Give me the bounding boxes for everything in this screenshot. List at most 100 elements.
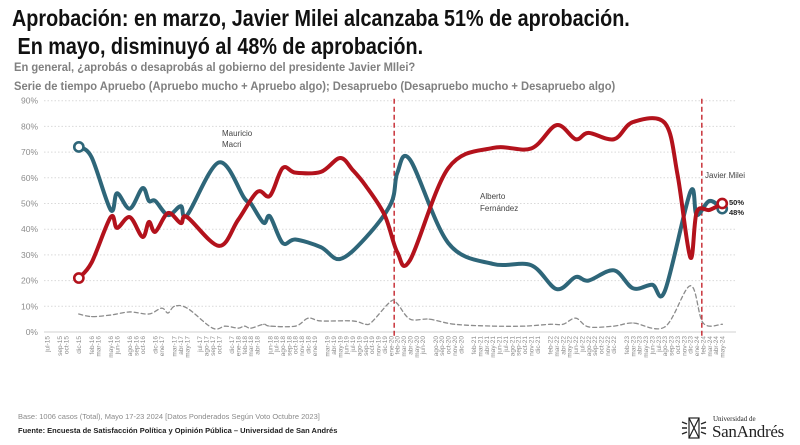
- data-point-approve: [529, 263, 533, 267]
- data-point-undecided: [524, 325, 526, 327]
- data-point-approve: [261, 221, 266, 225]
- x-tick-label: abr-17: [178, 336, 185, 355]
- x-tick-label: sep-21: [516, 336, 523, 356]
- data-point-disapprove: [363, 183, 368, 188]
- x-tick-label: ago-18: [280, 336, 287, 357]
- x-tick-label: ago-22: [586, 336, 593, 357]
- data-point-approve: [663, 289, 667, 293]
- x-tick-label: dic-20: [458, 336, 465, 354]
- data-point-approve: [140, 186, 145, 190]
- x-tick-label: feb-18: [242, 336, 249, 355]
- x-tick-label: sep-20: [439, 336, 446, 356]
- x-tick-label: abr-18: [255, 336, 262, 355]
- data-point-disapprove: [268, 194, 272, 198]
- data-point-approve: [217, 160, 221, 164]
- chart-title-line-2: En mayo, disminuyó al 48% de aprobación.: [12, 33, 424, 59]
- data-point-undecided: [237, 327, 239, 329]
- data-point-undecided: [307, 317, 309, 319]
- data-point-undecided: [549, 323, 551, 325]
- data-point-undecided: [492, 325, 494, 327]
- data-point-undecided: [428, 318, 430, 320]
- data-point-undecided: [110, 314, 112, 316]
- x-tick-label: sep-23: [669, 336, 676, 356]
- series-approve: [72, 141, 729, 299]
- data-point-approve: [631, 286, 635, 290]
- data-point-approve: [408, 158, 412, 162]
- end-label-disapprove: 50%: [729, 198, 744, 207]
- x-tick-label: sep-22: [592, 336, 599, 356]
- data-point-approve: [319, 245, 323, 249]
- x-tick-label: ago-16: [127, 336, 134, 357]
- data-point-approve: [242, 196, 247, 200]
- x-tick-label: ene-19: [312, 336, 319, 357]
- x-tick-label: jun-21: [497, 336, 504, 355]
- x-tick-label: ene-18: [235, 336, 242, 357]
- x-tick-label: jul-23: [656, 336, 663, 353]
- data-point-disapprove: [153, 230, 157, 234]
- data-point-disapprove: [446, 166, 450, 170]
- x-tick-label: sep-18: [286, 336, 293, 356]
- data-point-undecided: [587, 326, 590, 328]
- footnote-base: Base: 1006 casos (Total), Mayo 17-23 202…: [18, 412, 320, 421]
- y-tick-label: 40%: [21, 224, 38, 234]
- data-point-undecided: [294, 325, 297, 327]
- y-tick-label: 80%: [21, 121, 38, 131]
- x-tick-label: feb-20: [395, 336, 402, 355]
- data-point-approve: [395, 171, 399, 175]
- data-point-undecided: [390, 300, 392, 302]
- x-tick-label: feb-21: [471, 336, 478, 355]
- data-point-undecided: [161, 307, 163, 309]
- data-point-undecided: [409, 318, 411, 320]
- data-point-disapprove: [529, 146, 533, 151]
- data-point-undecided: [352, 320, 354, 322]
- data-point-approve: [586, 279, 591, 283]
- data-point-undecided: [167, 312, 169, 314]
- data-point-disapprove: [586, 131, 591, 135]
- data-point-approve: [555, 287, 559, 291]
- data-point-disapprove: [185, 215, 189, 219]
- y-axis: 0% 10% 20% 30% 40% 50% 60% 70% 80% 90%: [21, 96, 38, 337]
- y-tick-label: 70%: [21, 147, 38, 157]
- data-point-disapprove: [395, 250, 399, 254]
- x-tick-label: ago-19: [356, 336, 363, 357]
- series-undecided: [78, 285, 723, 330]
- x-tick-label: dic-17: [229, 336, 236, 354]
- x-axis: jul-15 sep-15 oct-15 dic-15 feb-16 mar-16 may-…: [44, 336, 726, 358]
- data-point-disapprove: [72, 272, 85, 284]
- data-point-approve: [574, 275, 578, 279]
- x-tick-label: nov-23: [681, 336, 688, 356]
- x-tick-label: jun-18: [267, 336, 274, 355]
- data-point-undecided: [212, 327, 214, 329]
- data-point-approve: [650, 283, 654, 287]
- x-tick-label: jul-18: [274, 336, 281, 353]
- x-tick-label: ago-17: [204, 336, 211, 357]
- data-point-undecided: [396, 303, 398, 305]
- university-logo: Universidad de SanAndrés: [680, 414, 795, 442]
- chart-title-line-1: Aprobación: en marzo, Javier Milei alcan…: [12, 5, 630, 31]
- data-point-disapprove: [179, 221, 183, 225]
- y-tick-label: 10%: [21, 301, 38, 311]
- data-point-disapprove: [255, 190, 259, 194]
- x-tick-label: sep-15: [57, 336, 64, 356]
- x-tick-label: feb-22: [548, 336, 555, 355]
- data-point-disapprove: [236, 218, 240, 222]
- x-tick-label: nov-22: [605, 336, 612, 356]
- x-tick-label: mar-23: [630, 336, 637, 357]
- x-tick-label: abr-19: [331, 336, 338, 355]
- data-point-undecided: [224, 325, 226, 327]
- y-tick-label: 20%: [21, 276, 38, 286]
- data-point-undecided: [371, 321, 373, 323]
- x-tick-label: sep-16: [133, 336, 140, 356]
- y-tick-label: 50%: [21, 199, 38, 209]
- data-point-undecided: [148, 313, 150, 315]
- x-tick-label: ene-24: [694, 336, 701, 357]
- data-point-approve: [389, 201, 393, 206]
- x-tick-label: abr-20: [407, 336, 414, 355]
- x-tick-label: dic-21: [535, 336, 542, 354]
- x-tick-label: ago-23: [662, 336, 669, 357]
- x-tick-label: nov-20: [452, 336, 459, 356]
- x-tick-label: ago-21: [509, 336, 516, 357]
- annotation-macri-1: Mauricio: [222, 129, 253, 138]
- x-tick-label: jul-21: [503, 336, 510, 353]
- x-tick-label: ene-17: [159, 336, 166, 357]
